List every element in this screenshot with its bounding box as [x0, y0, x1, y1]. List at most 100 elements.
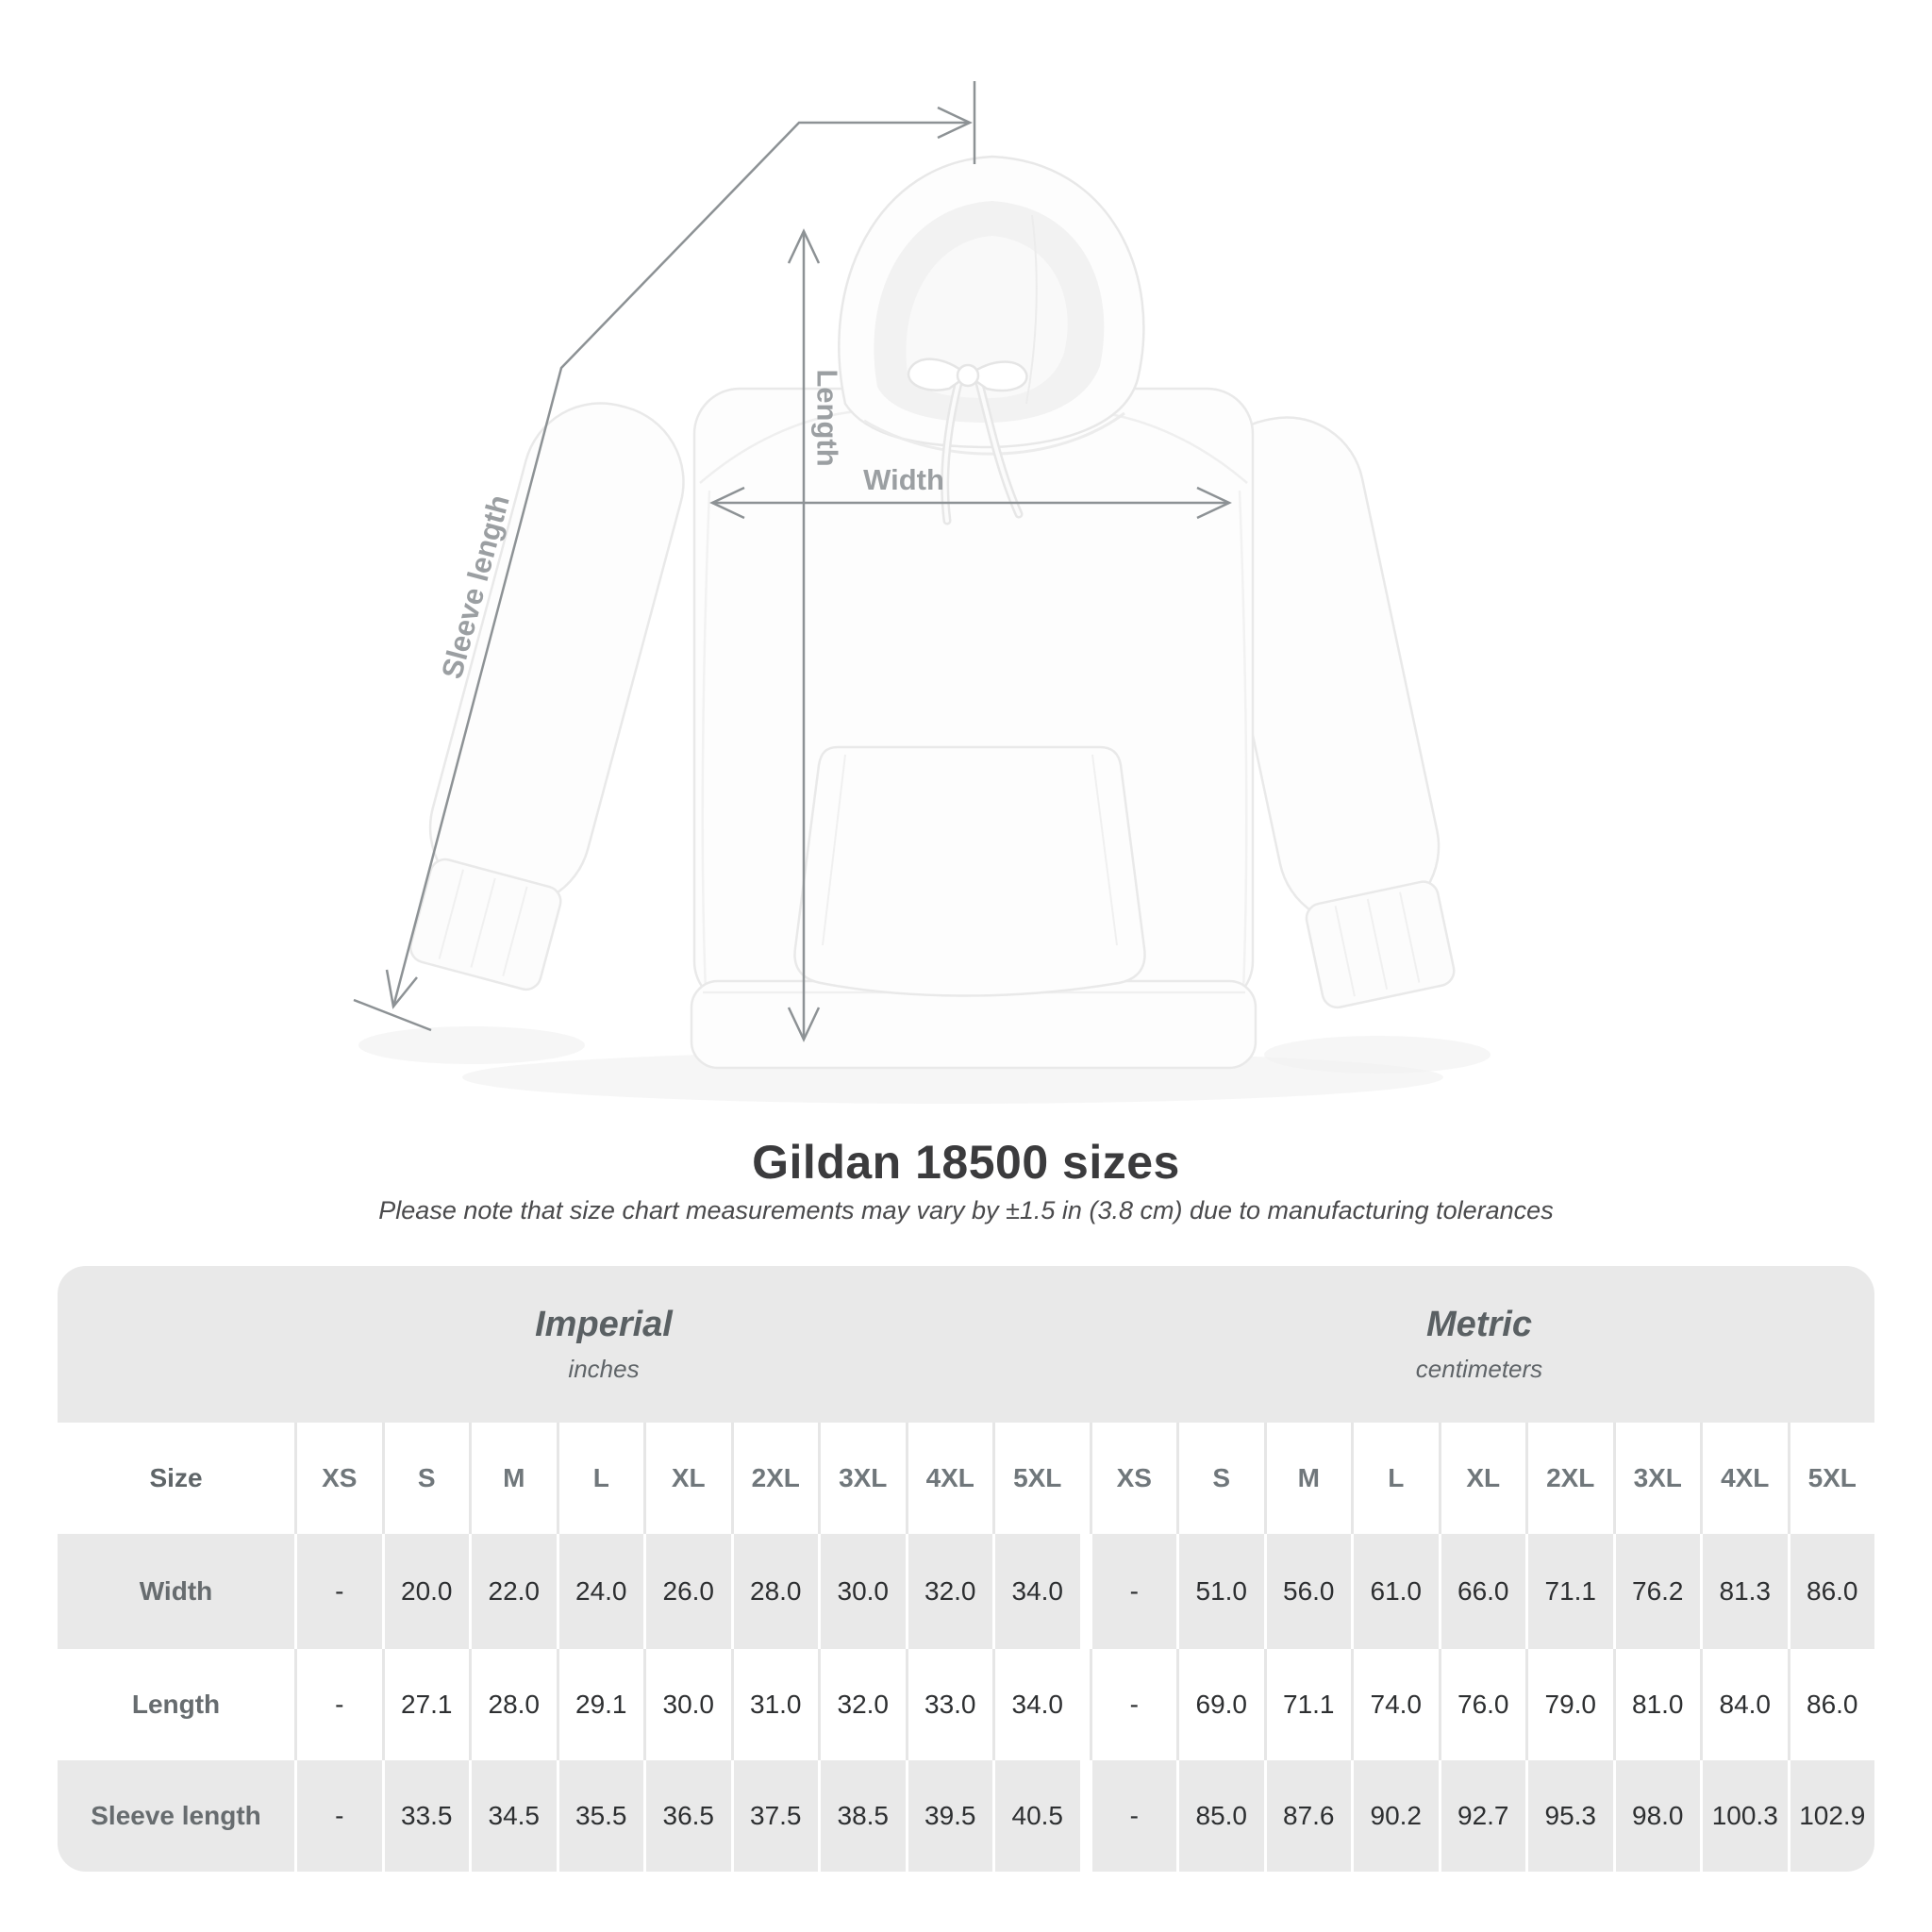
- value-cell: 26.0: [643, 1534, 731, 1649]
- value-cell: 98.0: [1612, 1760, 1701, 1872]
- left-sleeve: [409, 402, 685, 991]
- value-cell: 31.0: [730, 1649, 819, 1760]
- width-arrow: [709, 486, 1232, 520]
- size-header-cell: XS: [1089, 1423, 1177, 1534]
- value-cell: 100.3: [1700, 1760, 1788, 1872]
- value-cell: 28.0: [469, 1649, 557, 1760]
- value-cell: 69.0: [1176, 1649, 1264, 1760]
- unit-divider: [1079, 1534, 1090, 1649]
- value-cell: 28.0: [730, 1534, 819, 1649]
- unit-group-imperial: Imperial inches: [58, 1266, 1084, 1423]
- size-table: Imperial inches Metric centimeters Size X…: [58, 1266, 1874, 1872]
- value-cell: 37.5: [730, 1760, 819, 1872]
- unit-divider: [1079, 1760, 1090, 1872]
- size-header-cell: XL: [643, 1423, 731, 1534]
- value-cell: 36.5: [643, 1760, 731, 1872]
- value-cell: 34.5: [469, 1760, 557, 1872]
- value-cell: 81.3: [1700, 1534, 1788, 1649]
- value-cell: 34.0: [992, 1649, 1080, 1760]
- value-cell: 38.5: [818, 1760, 906, 1872]
- size-header-cell: XS: [294, 1423, 382, 1534]
- size-header-cell: 4XL: [905, 1423, 993, 1534]
- table-row: Size XS S M L XL 2XL 3XL 4XL 5XL XS S M L XL 2XL 3XL 4XL 5…: [58, 1423, 1874, 1534]
- value-cell: 86.0: [1787, 1534, 1875, 1649]
- sleeve-length-arrow: [353, 81, 976, 1032]
- value-cell: -: [294, 1534, 382, 1649]
- metric-unit: centimeters: [1415, 1355, 1543, 1383]
- size-header-cell: 2XL: [1525, 1423, 1613, 1534]
- kangaroo-pocket: [793, 745, 1146, 997]
- right-cuff-shadow: [1264, 1036, 1491, 1074]
- size-header-cell: M: [1263, 1423, 1352, 1534]
- value-cell: -: [294, 1760, 382, 1872]
- value-cell: 20.0: [381, 1534, 470, 1649]
- value-cell: 40.5: [992, 1760, 1080, 1872]
- left-cuff-shadow: [358, 1026, 585, 1064]
- size-header-cell: L: [1351, 1423, 1439, 1534]
- size-header-cell: M: [469, 1423, 557, 1534]
- value-cell: 81.0: [1612, 1649, 1701, 1760]
- value-cell: 30.0: [818, 1534, 906, 1649]
- metric-label: Metric: [1426, 1305, 1532, 1344]
- value-cell: 76.2: [1612, 1534, 1701, 1649]
- value-cell: 27.1: [381, 1649, 470, 1760]
- unit-group-metric: Metric centimeters: [1084, 1266, 1874, 1423]
- value-cell: 34.0: [992, 1534, 1080, 1649]
- value-cell: 84.0: [1700, 1649, 1788, 1760]
- value-cell: 102.9: [1787, 1760, 1875, 1872]
- value-cell: 56.0: [1263, 1534, 1352, 1649]
- left-cuff: [409, 858, 562, 991]
- value-cell: 86.0: [1787, 1649, 1875, 1760]
- table-row: Width -20.0 22.0 24.0 26.0 28.0 30.0 32.0 34.0-5…: [58, 1534, 1874, 1649]
- page-subtitle: Please note that size chart measurements…: [378, 1196, 1554, 1224]
- length-label: Length: [811, 369, 844, 466]
- value-cell: 32.0: [818, 1649, 906, 1760]
- size-header-cell: XL: [1438, 1423, 1526, 1534]
- value-cell: 92.7: [1438, 1760, 1526, 1872]
- measurement-row-label: Length: [131, 1690, 221, 1719]
- value-cell: -: [1089, 1534, 1177, 1649]
- value-cell: 71.1: [1263, 1649, 1352, 1760]
- value-cell: 33.5: [381, 1760, 470, 1872]
- value-cell: -: [294, 1649, 382, 1760]
- size-header-cell: 5XL: [1787, 1423, 1875, 1534]
- length-arrow: [787, 228, 821, 1042]
- value-cell: 24.0: [556, 1534, 644, 1649]
- size-header-cell: 3XL: [1612, 1423, 1701, 1534]
- value-cell: 79.0: [1525, 1649, 1613, 1760]
- unit-divider: [1079, 1649, 1090, 1760]
- body-side-seams: [701, 490, 1248, 991]
- size-header-cell: 3XL: [818, 1423, 906, 1534]
- size-header-cell: L: [556, 1423, 644, 1534]
- value-cell: 35.5: [556, 1760, 644, 1872]
- hood-seam: [1025, 214, 1038, 405]
- hoodie-diagram: Length Width Sleeve length: [353, 81, 1491, 1074]
- size-header-cell: S: [381, 1423, 470, 1534]
- right-sleeve: [1202, 416, 1456, 1009]
- value-cell: 39.5: [905, 1760, 993, 1872]
- drawstring-bow: [907, 358, 1028, 525]
- size-header-cell: 5XL: [992, 1423, 1080, 1534]
- value-cell: 95.3: [1525, 1760, 1613, 1872]
- value-cell: 71.1: [1525, 1534, 1613, 1649]
- value-cell: -: [1089, 1649, 1177, 1760]
- unit-divider: [1079, 1423, 1090, 1534]
- pocket-seams: [822, 754, 1118, 946]
- size-column-header: Size: [149, 1463, 203, 1492]
- imperial-unit: inches: [568, 1355, 640, 1383]
- value-cell: 61.0: [1351, 1534, 1439, 1649]
- value-cell: 66.0: [1438, 1534, 1526, 1649]
- table-row: Length -27.1 28.0 29.1 30.0 31.0 32.0 33.0 34.0-…: [58, 1649, 1874, 1760]
- size-header-cell: 2XL: [730, 1423, 819, 1534]
- measurement-row-label: Sleeve length: [91, 1801, 261, 1830]
- hood-interior: [906, 236, 1068, 398]
- imperial-label: Imperial: [535, 1305, 673, 1344]
- size-header-cell: 4XL: [1700, 1423, 1788, 1534]
- value-cell: 30.0: [643, 1649, 731, 1760]
- table-row: Sleeve length -33.5 34.5 35.5 36.5 37.5 38.5 39…: [58, 1760, 1874, 1872]
- unit-band: Imperial inches Metric centimeters: [58, 1266, 1874, 1423]
- value-cell: 29.1: [556, 1649, 644, 1760]
- value-cell: 33.0: [905, 1649, 993, 1760]
- value-cell: 51.0: [1176, 1534, 1264, 1649]
- value-cell: 32.0: [905, 1534, 993, 1649]
